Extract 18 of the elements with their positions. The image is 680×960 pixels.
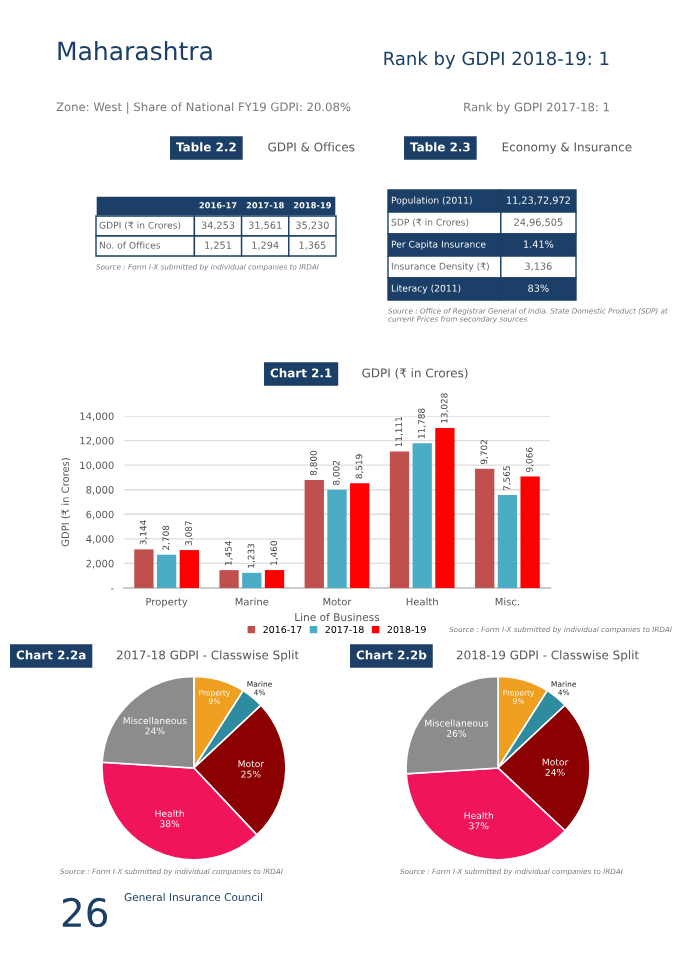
bar [179, 550, 199, 588]
bar [520, 476, 540, 588]
bar [156, 554, 177, 588]
bar [389, 451, 410, 588]
bar [475, 468, 495, 588]
bar [242, 572, 262, 588]
bar [219, 570, 239, 588]
bar [412, 443, 432, 588]
bar [264, 570, 285, 588]
bar [435, 427, 455, 588]
text: Rank by GDPI 2018-19: 1 [384, 51, 609, 69]
bar [497, 495, 518, 588]
bar [134, 549, 154, 588]
text: Maharashtra [58, 41, 212, 61]
bar [304, 479, 324, 588]
bar [350, 483, 370, 588]
text: 26 [62, 897, 108, 928]
bar [327, 489, 347, 588]
